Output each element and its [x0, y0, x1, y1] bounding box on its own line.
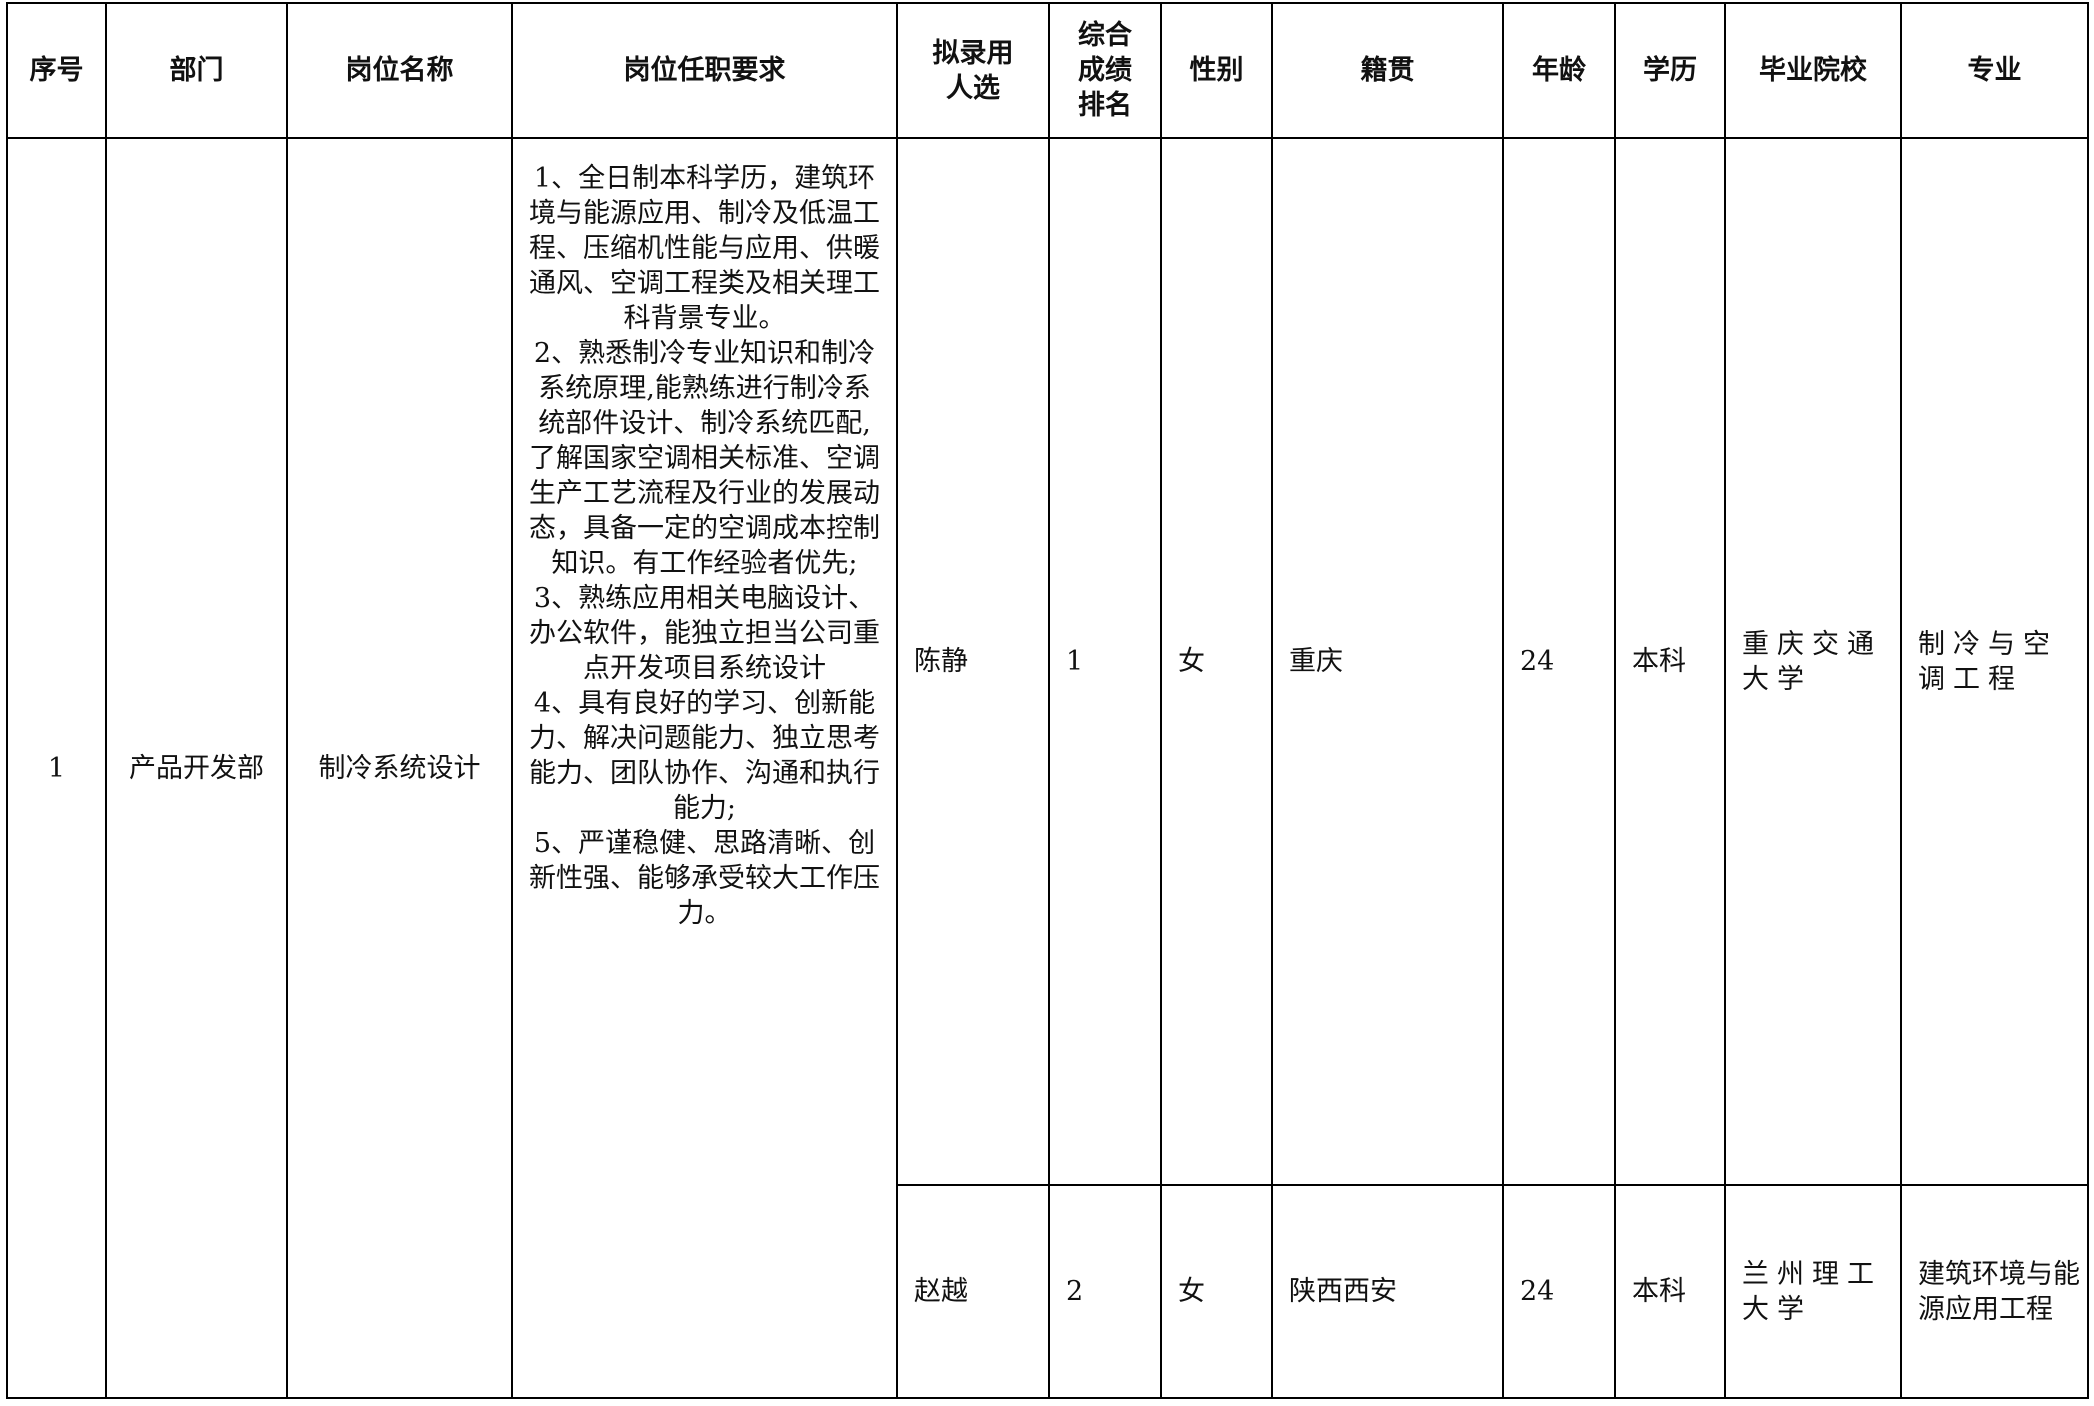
cell-department: 产品开发部	[105, 137, 288, 1399]
header-gender: 性别	[1160, 2, 1273, 139]
header-school: 毕业院校	[1724, 2, 1902, 139]
header-origin: 籍贯	[1271, 2, 1504, 139]
table-row: 赵越 2 女 陕西西安 24 本科 兰州理工大学 建筑环境与能源应用工程	[7, 1184, 2089, 1399]
header-requirements: 岗位任职要求	[511, 2, 898, 139]
cell-origin: 重庆	[1271, 137, 1504, 1186]
header-major: 专业	[1900, 2, 2089, 139]
cell-age: 24	[1502, 137, 1616, 1186]
cell-major: 制冷与空调工程	[1900, 137, 2089, 1186]
cell-age: 24	[1502, 1184, 1616, 1399]
requirement-item: 1、全日制本科学历，建筑环境与能源应用、制冷及低温工程、压缩机性能与应用、供暖通…	[529, 163, 880, 334]
cell-education: 本科	[1614, 137, 1726, 1186]
requirement-item: 2、熟悉制冷专业知识和制冷系统原理,能熟练进行制冷系统部件设计、制冷系统匹配,了…	[529, 338, 880, 579]
cell-rank: 1	[1048, 137, 1162, 1186]
cell-school: 重庆交通大学	[1724, 137, 1902, 1186]
cell-candidate-name: 陈静	[896, 137, 1050, 1186]
cell-major: 建筑环境与能源应用工程	[1900, 1184, 2089, 1399]
requirement-item: 3、熟练应用相关电脑设计、办公软件，能独立担当公司重点开发项目系统设计	[529, 583, 880, 684]
cell-gender: 女	[1160, 1184, 1273, 1399]
header-department: 部门	[105, 2, 288, 139]
requirement-item: 4、具有良好的学习、创新能力、解决问题能力、独立思考能力、团队协作、沟通和执行能…	[529, 688, 880, 824]
table-row: 1 产品开发部 制冷系统设计 1、全日制本科学历，建筑环境与能源应用、制冷及低温…	[6, 137, 2089, 1399]
header-index: 序号	[6, 2, 107, 139]
header-candidate: 拟录用 人选	[896, 2, 1050, 139]
header-rank: 综合 成绩 排名	[1048, 2, 1162, 139]
cell-school: 兰州理工大学	[1724, 1184, 1902, 1399]
cell-candidate-name: 赵越	[896, 1184, 1050, 1399]
cell-index: 1	[6, 137, 107, 1399]
header-row: 序号 部门 岗位名称 岗位任职要求 拟录用 人选 综合 成绩 排名 性别 籍贯 年龄 …	[6, 2, 2089, 139]
header-age: 年龄	[1502, 2, 1616, 139]
cell-position: 制冷系统设计	[286, 137, 513, 1399]
cell-education: 本科	[1614, 1184, 1726, 1399]
header-position: 岗位名称	[286, 2, 513, 139]
cell-gender: 女	[1160, 137, 1273, 1186]
recruitment-table: 序号 部门 岗位名称 岗位任职要求 拟录用 人选 综合 成绩 排名 性别 籍贯 年龄 …	[6, 2, 2089, 1399]
cell-origin: 陕西西安	[1271, 1184, 1504, 1399]
cell-rank: 2	[1048, 1184, 1162, 1399]
cell-requirements: 1、全日制本科学历，建筑环境与能源应用、制冷及低温工程、压缩机性能与应用、供暖通…	[511, 137, 898, 1399]
header-education: 学历	[1614, 2, 1726, 139]
requirement-item: 5、严谨稳健、思路清晰、创新性强、能够承受较大工作压力。	[529, 828, 880, 929]
